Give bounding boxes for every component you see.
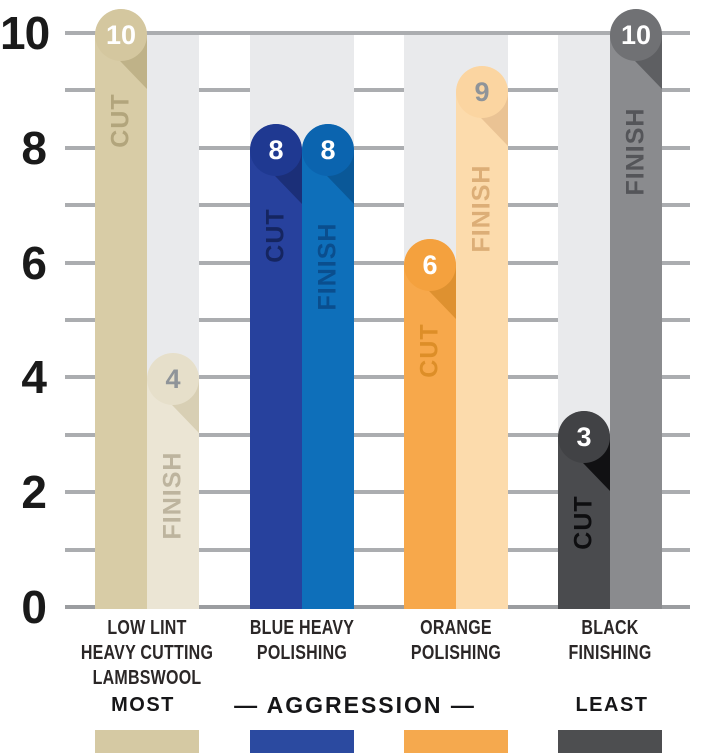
bar-kind-label: CUT xyxy=(106,92,135,148)
bar-value: 3 xyxy=(576,421,592,452)
color-swatch-orange xyxy=(404,730,508,753)
cut-bar-orange: 6 CUT xyxy=(404,239,456,609)
finish-bar-lambswool: 4 FINISH xyxy=(147,353,199,609)
y-axis-label: 2 xyxy=(21,466,47,518)
bar-value-badge: 8 xyxy=(250,124,302,176)
cut-bar-black: 3 CUT xyxy=(558,411,610,609)
bar-value-badge: 10 xyxy=(95,9,147,61)
y-axis-label: 4 xyxy=(21,351,47,403)
color-swatch-black xyxy=(558,730,662,753)
bar-value: 9 xyxy=(474,76,490,107)
bar-value: 4 xyxy=(165,363,181,394)
grid-line xyxy=(65,146,690,150)
category-label-lambswool: LOW LINT HEAVY CUTTING LAMBSWOOL xyxy=(80,617,214,689)
bar-kind-label: FINISH xyxy=(621,107,650,195)
bar-value: 8 xyxy=(320,134,336,165)
finish-bar-blue: 8 FINISH xyxy=(302,124,354,609)
bar-value-badge: 6 xyxy=(404,239,456,291)
grid-line xyxy=(65,261,690,265)
grid-line xyxy=(65,318,690,322)
y-axis-label: 10 xyxy=(0,7,50,59)
grid-line xyxy=(65,88,690,92)
bar-kind-label: CUT xyxy=(569,494,598,550)
bar-value: 10 xyxy=(620,19,652,50)
bar-value-badge: 8 xyxy=(302,124,354,176)
x-axis-baseline xyxy=(65,605,690,609)
bar-value: 6 xyxy=(422,249,438,280)
bar-value-badge: 4 xyxy=(147,353,199,405)
grid-line xyxy=(65,548,690,552)
legend-least-label: LEAST xyxy=(575,694,649,716)
bar-value: 10 xyxy=(105,19,137,50)
y-axis-label: 0 xyxy=(21,581,47,633)
finish-bar-black: 10 FINISH xyxy=(610,9,662,609)
cut-bar-lambswool: 10 CUT xyxy=(95,9,147,609)
grid-line xyxy=(65,490,690,494)
category-label-black: BLACK FINISHING xyxy=(568,617,652,664)
aggression-axis-label: — AGGRESSION — xyxy=(234,692,476,718)
y-axis-label: 8 xyxy=(21,122,47,174)
grid-line xyxy=(65,433,690,437)
grid-line xyxy=(65,375,690,379)
cut-bar-blue: 8 CUT xyxy=(250,124,302,609)
bar-kind-label: FINISH xyxy=(467,164,496,252)
bar-value: 8 xyxy=(268,134,284,165)
bar-value-badge: 10 xyxy=(610,9,662,61)
grid-line xyxy=(65,203,690,207)
grid-line xyxy=(65,31,690,35)
y-axis-label: 6 xyxy=(21,237,47,289)
color-swatch-lambswool xyxy=(95,730,199,753)
bar-kind-label: FINISH xyxy=(313,222,342,310)
legend-most-label: MOST xyxy=(111,694,175,716)
bar-value-badge: 3 xyxy=(558,411,610,463)
bar-kind-label: CUT xyxy=(261,207,290,263)
color-swatch-blue xyxy=(250,730,354,753)
category-label-orange: ORANGE POLISHING xyxy=(410,617,502,664)
bar-kind-label: FINISH xyxy=(158,451,187,539)
category-label-blue: BLUE HEAVY POLISHING xyxy=(249,617,355,664)
bar-kind-label: CUT xyxy=(415,322,444,378)
bar-value-badge: 9 xyxy=(456,66,508,118)
finish-bar-orange: 9 FINISH xyxy=(456,66,508,609)
